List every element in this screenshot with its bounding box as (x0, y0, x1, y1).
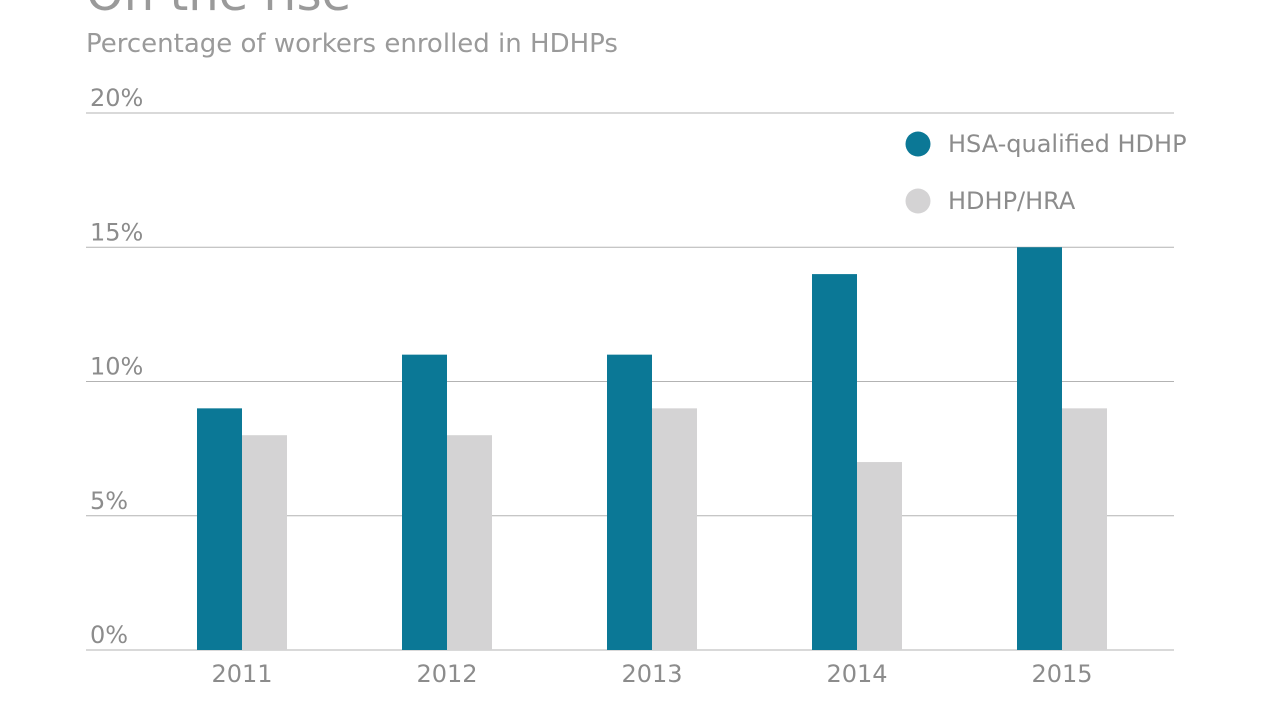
bar-hdhp-hra-2014 (857, 462, 902, 650)
y-tick-label: 0% (90, 621, 128, 649)
bar-hdhp-hra-2011 (242, 435, 287, 650)
x-tick-label: 2014 (826, 660, 887, 688)
legend-swatch (905, 188, 931, 214)
y-tick-label: 15% (90, 218, 143, 246)
x-tick-label: 2013 (621, 660, 682, 688)
bar-hsa-qualified-hdhp-2013 (607, 354, 652, 650)
x-tick-label: 2015 (1031, 660, 1092, 688)
bar-hsa-qualified-hdhp-2011 (197, 408, 242, 650)
bar-hdhp-hra-2015 (1062, 408, 1107, 650)
bars (197, 247, 1107, 650)
bar-hsa-qualified-hdhp-2014 (812, 274, 857, 650)
legend: HSA-qualified HDHP HDHP/HRA (905, 130, 1187, 215)
y-tick-label: 5% (90, 487, 128, 515)
legend-swatch (905, 131, 931, 157)
x-tick-label: 2012 (416, 660, 477, 688)
chart-subtitle: Percentage of workers enrolled in HDHPs (86, 29, 618, 59)
bar-hdhp-hra-2012 (447, 435, 492, 650)
bar-hsa-qualified-hdhp-2012 (402, 354, 447, 650)
legend-label: HSA-qualified HDHP (948, 130, 1187, 158)
x-tick-label: 2011 (211, 660, 272, 688)
chart-title: On the rise (86, 0, 351, 20)
bar-hdhp-hra-2013 (652, 408, 697, 650)
x-axis-labels: 2011 2012 2013 2014 2015 (211, 660, 1092, 688)
bar-hsa-qualified-hdhp-2015 (1017, 247, 1062, 650)
y-tick-label: 20% (90, 84, 143, 112)
y-tick-label: 10% (90, 353, 143, 381)
legend-label: HDHP/HRA (948, 187, 1076, 215)
